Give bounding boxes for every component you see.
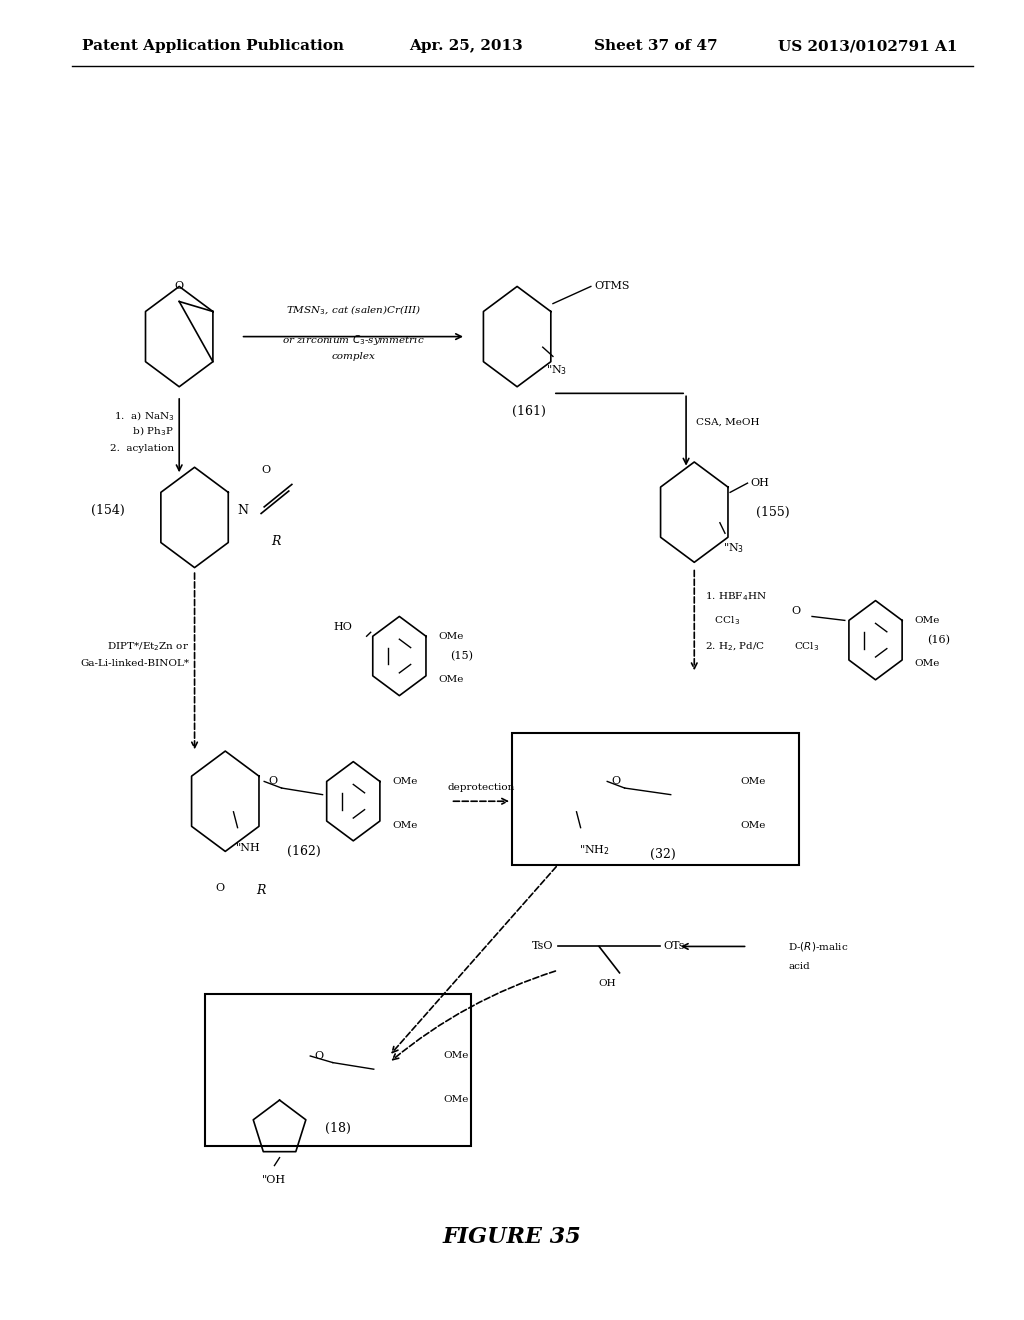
- Bar: [512, 733, 799, 865]
- Text: US 2013/0102791 A1: US 2013/0102791 A1: [778, 40, 957, 53]
- Text: O: O: [216, 883, 224, 894]
- Text: FIGURE 35: FIGURE 35: [442, 1226, 582, 1247]
- Text: acid: acid: [788, 962, 810, 970]
- Text: OMe: OMe: [443, 1052, 469, 1060]
- Text: R: R: [271, 535, 281, 548]
- Text: OH: OH: [598, 979, 616, 989]
- Text: HO: HO: [334, 622, 352, 632]
- Text: D-$(R)$-malic: D-$(R)$-malic: [788, 940, 849, 953]
- Text: O: O: [175, 281, 183, 290]
- Text: Patent Application Publication: Patent Application Publication: [82, 40, 344, 53]
- Text: (16): (16): [927, 635, 949, 645]
- Text: or zirconium $C_3$-symmetric: or zirconium $C_3$-symmetric: [282, 333, 425, 347]
- Text: deprotection: deprotection: [447, 783, 515, 792]
- Text: "N$_3$: "N$_3$: [546, 363, 567, 376]
- Text: complex: complex: [332, 352, 375, 362]
- Text: (18): (18): [325, 1122, 351, 1135]
- Text: OTs: OTs: [664, 941, 685, 952]
- Text: OMe: OMe: [914, 660, 940, 668]
- Text: TsO: TsO: [531, 941, 553, 952]
- Text: O: O: [611, 776, 621, 787]
- Text: "NH: "NH: [236, 843, 260, 854]
- Text: N: N: [238, 504, 249, 517]
- Text: O: O: [314, 1051, 324, 1061]
- Text: (162): (162): [287, 845, 321, 858]
- Text: OMe: OMe: [392, 821, 418, 829]
- Text: OMe: OMe: [740, 777, 766, 785]
- Text: R: R: [256, 884, 265, 898]
- Text: (154): (154): [91, 504, 124, 517]
- Text: 1. HBF$_4$HN: 1. HBF$_4$HN: [705, 590, 766, 603]
- Text: OH: OH: [751, 478, 769, 488]
- Text: 2. H$_2$, Pd/C: 2. H$_2$, Pd/C: [705, 640, 765, 653]
- Text: OTMS: OTMS: [594, 281, 630, 292]
- Text: b) Ph$_3$P: b) Ph$_3$P: [117, 425, 174, 438]
- Text: (15): (15): [451, 651, 473, 661]
- Text: Sheet 37 of 47: Sheet 37 of 47: [594, 40, 718, 53]
- Text: Ga-Li-linked-BINOL*: Ga-Li-linked-BINOL*: [81, 660, 189, 668]
- Text: OMe: OMe: [392, 777, 418, 785]
- Text: (161): (161): [512, 405, 547, 418]
- Text: (155): (155): [756, 506, 790, 519]
- Text: O: O: [262, 465, 270, 475]
- Text: 2.  acylation: 2. acylation: [110, 445, 174, 453]
- Text: OMe: OMe: [443, 1096, 469, 1104]
- Text: OMe: OMe: [740, 821, 766, 829]
- Text: 1.  a) NaN$_3$: 1. a) NaN$_3$: [114, 409, 174, 422]
- Text: CCl$_3$: CCl$_3$: [794, 640, 819, 653]
- Text: (32): (32): [650, 847, 676, 861]
- Text: O: O: [792, 606, 800, 616]
- Text: "N$_3$: "N$_3$: [723, 541, 744, 554]
- Text: "OH: "OH: [262, 1175, 287, 1185]
- Text: CCl$_3$: CCl$_3$: [705, 614, 739, 627]
- Text: TMSN$_3$, cat (salen)Cr(III): TMSN$_3$, cat (salen)Cr(III): [286, 304, 421, 317]
- Text: OMe: OMe: [914, 616, 940, 624]
- Text: CSA, MeOH: CSA, MeOH: [696, 418, 760, 426]
- Text: O: O: [268, 776, 278, 787]
- Text: "NH$_2$: "NH$_2$: [579, 843, 609, 857]
- Text: DIPT*/Et$_2$Zn or: DIPT*/Et$_2$Zn or: [108, 640, 189, 653]
- Bar: [205, 994, 471, 1146]
- Text: OMe: OMe: [438, 632, 464, 640]
- Text: Apr. 25, 2013: Apr. 25, 2013: [410, 40, 523, 53]
- Text: OMe: OMe: [438, 676, 464, 684]
